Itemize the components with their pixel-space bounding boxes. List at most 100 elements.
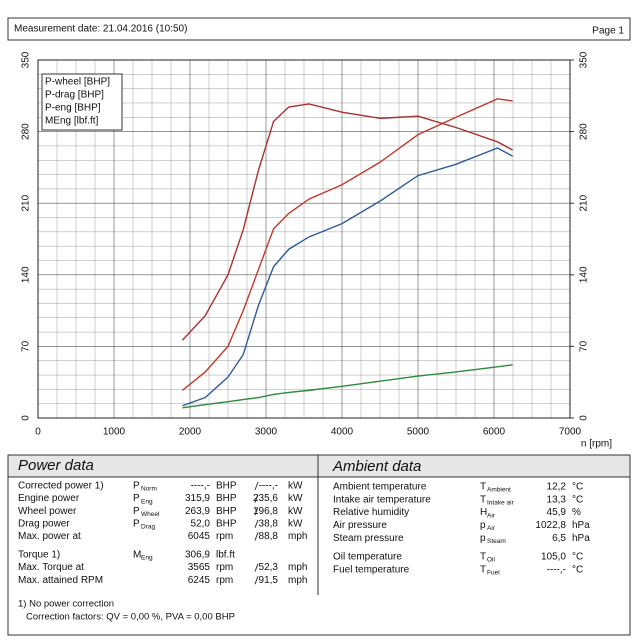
row-label: Air pressure bbox=[333, 520, 387, 531]
value: 12,2 bbox=[547, 482, 567, 493]
slash bbox=[254, 519, 259, 528]
row-label: Drag power bbox=[18, 518, 70, 529]
legend-box bbox=[41, 73, 123, 131]
symbol-sub: Air bbox=[487, 525, 496, 532]
unit: rpm bbox=[216, 562, 233, 573]
symbol: p bbox=[480, 520, 486, 531]
value2: ----,- bbox=[259, 481, 278, 492]
unit: °C bbox=[572, 564, 583, 575]
unit: BHP bbox=[216, 518, 237, 529]
x-axis-label: n [rpm] bbox=[581, 439, 612, 450]
unit: hPa bbox=[572, 533, 590, 544]
slash bbox=[254, 532, 259, 541]
symbol-sub: Wheel bbox=[141, 511, 160, 518]
y-tick-label: 140 bbox=[21, 266, 32, 283]
x-tick-label: 0 bbox=[35, 427, 41, 438]
value: ----,- bbox=[191, 481, 210, 492]
x-tick-label: 3000 bbox=[255, 427, 278, 438]
row-label: Steam pressure bbox=[333, 533, 404, 544]
slash bbox=[254, 563, 259, 572]
symbol: p bbox=[480, 533, 486, 544]
value2: 52,3 bbox=[259, 562, 279, 573]
row-label: Corrected power 1) bbox=[18, 481, 104, 492]
unit: BHP bbox=[216, 481, 237, 492]
slash bbox=[254, 481, 259, 491]
symbol: T bbox=[480, 482, 486, 493]
y2-tick-label: 0 bbox=[579, 415, 590, 421]
unit2: kW bbox=[288, 518, 303, 529]
unit2: kW bbox=[288, 481, 303, 492]
data-title-bar bbox=[7, 454, 631, 478]
unit: BHP bbox=[216, 506, 237, 517]
series-line bbox=[181, 103, 513, 341]
unit: °C bbox=[572, 494, 583, 505]
ambient-title: Ambient data bbox=[332, 458, 421, 475]
y2-tick-label: 280 bbox=[579, 123, 590, 140]
unit: hPa bbox=[572, 520, 590, 531]
legend-entry: P-drag [BHP] bbox=[45, 90, 104, 101]
symbol: P bbox=[133, 506, 140, 517]
value: 6045 bbox=[188, 531, 211, 542]
value: 306,9 bbox=[185, 550, 210, 561]
row-label: Torque 1) bbox=[18, 550, 60, 561]
y-tick-label: 70 bbox=[21, 340, 32, 352]
symbol: M bbox=[133, 550, 141, 561]
symbol-sub: Air bbox=[487, 512, 496, 519]
x-tick-label: 4000 bbox=[331, 427, 354, 438]
x-tick-label: 2000 bbox=[179, 427, 202, 438]
symbol: H bbox=[480, 507, 487, 518]
unit2: mph bbox=[288, 562, 307, 573]
value: 6,5 bbox=[552, 533, 566, 544]
header-box bbox=[7, 17, 631, 41]
value2: 88,8 bbox=[259, 531, 279, 542]
unit: rpm bbox=[216, 531, 233, 542]
slash bbox=[254, 507, 259, 516]
unit: lbf.ft bbox=[216, 550, 235, 561]
row-label: Relative humidity bbox=[333, 507, 409, 518]
y-tick-label: 280 bbox=[21, 123, 32, 140]
y2-tick-label: 350 bbox=[579, 51, 590, 68]
legend-entry: P-wheel [BHP] bbox=[45, 77, 110, 88]
unit2: mph bbox=[288, 575, 307, 586]
value: 13,3 bbox=[547, 494, 567, 505]
row-label: Wheel power bbox=[18, 506, 77, 517]
row-label: Oil temperature bbox=[333, 552, 402, 563]
symbol-sub: Oil bbox=[487, 557, 496, 564]
value: 3565 bbox=[188, 562, 211, 573]
series-line bbox=[182, 364, 513, 409]
y2-tick-label: 70 bbox=[579, 340, 590, 352]
row-label: Ambient temperature bbox=[333, 482, 427, 493]
unit: °C bbox=[572, 552, 583, 563]
unit: °C bbox=[572, 482, 583, 493]
series-line bbox=[181, 98, 513, 391]
plot-frame bbox=[37, 59, 571, 419]
symbol-sub: Fuel bbox=[487, 570, 500, 577]
unit2: mph bbox=[288, 531, 307, 542]
footnote: 1) No power correction bbox=[18, 599, 114, 610]
symbol: P bbox=[133, 481, 140, 492]
value: 105,0 bbox=[541, 552, 566, 563]
row-label: Fuel temperature bbox=[333, 564, 410, 575]
symbol-sub: Eng bbox=[141, 555, 153, 562]
header-title: Measurement date: 21.04.2016 (10:50) bbox=[14, 24, 187, 35]
slash bbox=[254, 576, 259, 585]
symbol: T bbox=[480, 494, 486, 505]
row-label: Max. attained RPM bbox=[18, 575, 103, 586]
x-tick-label: 7000 bbox=[559, 427, 582, 438]
page-number: Page 1 bbox=[592, 26, 624, 37]
legend-entry: MEng [lbf.ft] bbox=[45, 116, 99, 127]
symbol-sub: Steam bbox=[487, 538, 506, 545]
x-tick-label: 1000 bbox=[103, 427, 126, 438]
unit: BHP bbox=[216, 493, 237, 504]
value2: 38,8 bbox=[259, 518, 279, 529]
unit2: kW bbox=[288, 506, 303, 517]
row-label: Engine power bbox=[18, 493, 80, 504]
value: 315,9 bbox=[185, 493, 210, 504]
symbol-sub: Ambient bbox=[487, 487, 511, 494]
value2: 196,8 bbox=[253, 506, 278, 517]
slash bbox=[254, 494, 259, 503]
y-tick-label: 210 bbox=[21, 194, 32, 211]
value: 263,9 bbox=[185, 506, 210, 517]
